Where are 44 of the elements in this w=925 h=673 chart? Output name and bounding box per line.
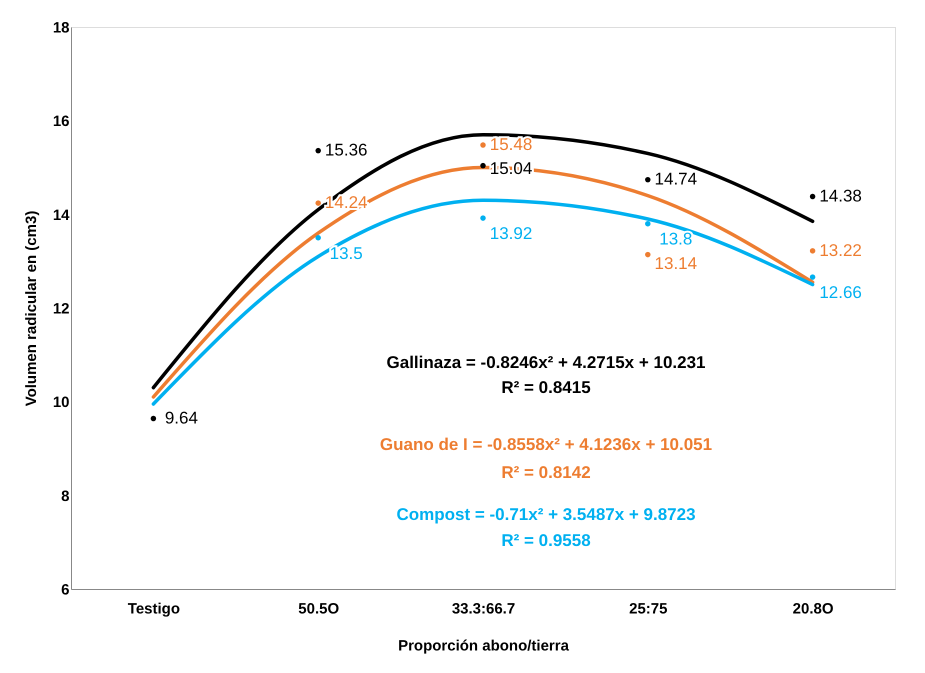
data-label: 13.92 [490, 224, 532, 244]
x-tick-label: 33.3:66.7 [452, 600, 516, 618]
annotation: R² = 0.8415 [501, 378, 591, 397]
y-axis-title: Volumen radicular en (cm3) [22, 210, 40, 406]
data-label: 13.14 [654, 254, 698, 273]
data-label: 13.22 [819, 240, 862, 260]
x-tick-label: 50.5O [298, 600, 340, 618]
point [810, 248, 816, 254]
data-label: 15.48 [490, 135, 532, 154]
annotation: Guano de I = -0.8558x² + 4.1236x + 10.051 [380, 435, 712, 454]
point [810, 194, 816, 200]
x-tick-label: 20.8O [792, 600, 834, 618]
y-tick-label: 14 [52, 206, 70, 224]
y-tick-label: 12 [52, 300, 70, 318]
annotation: R² = 0.8142 [501, 463, 591, 482]
y-tick-label: 10 [52, 394, 70, 412]
point [150, 416, 156, 422]
point [315, 235, 321, 240]
point [315, 200, 321, 206]
y-tick-label: 18 [52, 20, 70, 36]
data-label: 14.38 [819, 186, 862, 206]
point [315, 148, 321, 154]
annotation: Compost = -0.71x² + 3.5487x + 9.8723 [396, 505, 696, 524]
point [480, 215, 486, 221]
point [810, 274, 816, 280]
y-tick-label: 6 [61, 582, 70, 598]
annotation: R² = 0.9558 [501, 531, 591, 550]
y-tick-label: 8 [61, 488, 70, 505]
data-label: 13.8 [659, 230, 692, 249]
point [645, 220, 651, 226]
y-tick-label: 16 [52, 113, 70, 130]
x-tick-label: 25:75 [629, 600, 668, 618]
data-label: 14.74 [654, 170, 698, 189]
point [480, 142, 486, 148]
x-tick-label: Testigo [128, 600, 180, 618]
data-label: 9.64 [164, 408, 198, 428]
data-label: 12.66 [819, 283, 862, 302]
point [480, 162, 486, 168]
x-axis-title: Proporción abono/tierra [398, 638, 570, 654]
point [645, 252, 651, 258]
data-label: 13.5 [330, 244, 363, 263]
point [645, 176, 651, 182]
data-label: 15.36 [324, 140, 368, 160]
annotation: Gallinaza = -0.8246x² + 4.2715x + 10.231 [386, 353, 706, 372]
